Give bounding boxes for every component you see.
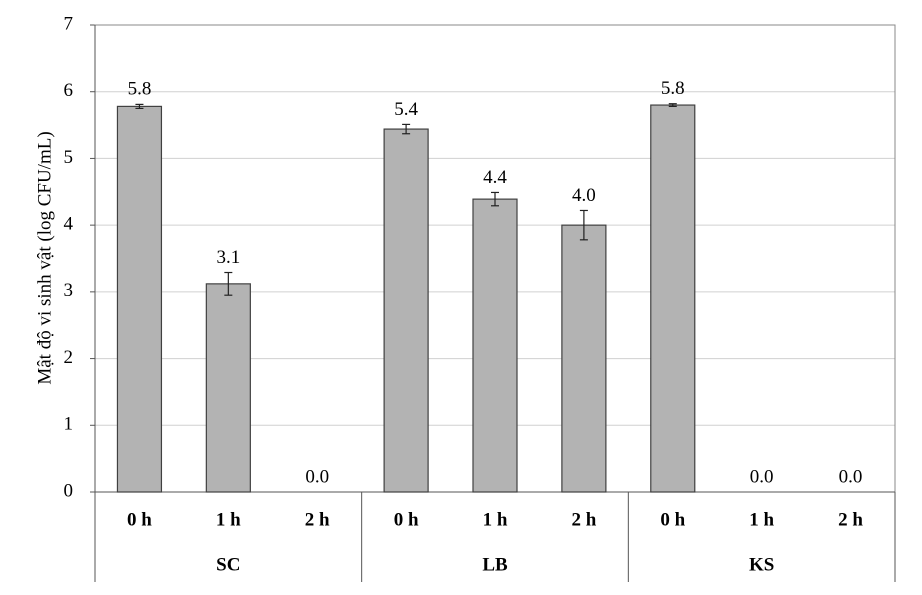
- value-label: 0.0: [839, 466, 863, 487]
- y-tick-label: 0: [64, 480, 74, 501]
- x-tick-label: 1 h: [483, 509, 508, 530]
- group-label: LB: [482, 554, 508, 575]
- bar: [472, 198, 518, 493]
- value-label: 5.4: [394, 99, 418, 120]
- value-label: 5.8: [661, 78, 685, 99]
- y-tick-label: 3: [64, 280, 74, 301]
- x-tick-label: 0 h: [660, 509, 685, 530]
- value-label: 5.8: [128, 79, 152, 100]
- x-tick-label: 0 h: [394, 509, 419, 530]
- y-axis-label: Mật độ vi sinh vật (log CFU/mL): [34, 131, 55, 384]
- value-label: 4.4: [483, 167, 507, 188]
- bar: [650, 104, 696, 493]
- x-tick-label: 1 h: [749, 509, 774, 530]
- y-tick-label: 4: [64, 214, 74, 235]
- bar: [383, 128, 429, 493]
- y-tick-label: 7: [64, 13, 74, 34]
- x-tick-label: 1 h: [216, 509, 241, 530]
- bar: [561, 224, 607, 493]
- y-tick-label: 1: [64, 414, 74, 435]
- x-tick-label: 2 h: [838, 509, 863, 530]
- bar: [116, 105, 163, 493]
- y-tick-label: 5: [64, 147, 74, 168]
- value-label: 4.0: [572, 185, 596, 206]
- x-tick-label: 0 h: [127, 509, 152, 530]
- y-tick-label: 6: [64, 80, 74, 101]
- y-tick-label: 2: [64, 347, 74, 368]
- value-label: 0.0: [750, 466, 774, 487]
- value-label: 3.1: [216, 247, 240, 268]
- group-label: KS: [749, 554, 774, 575]
- x-tick-label: 2 h: [571, 509, 596, 530]
- group-label: SC: [216, 554, 240, 575]
- x-tick-label: 2 h: [305, 509, 330, 530]
- bar: [205, 283, 251, 493]
- value-label: 0.0: [305, 466, 329, 487]
